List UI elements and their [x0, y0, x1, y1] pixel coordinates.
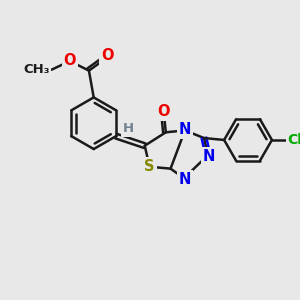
Text: O: O [158, 104, 170, 119]
Text: S: S [144, 159, 155, 174]
Text: N: N [179, 122, 191, 137]
Text: H: H [123, 122, 134, 135]
Text: N: N [179, 172, 191, 187]
Text: CH₃: CH₃ [23, 63, 50, 76]
Text: N: N [202, 149, 215, 164]
Text: O: O [64, 52, 76, 68]
Text: O: O [101, 48, 113, 63]
Text: Cl: Cl [287, 133, 300, 147]
